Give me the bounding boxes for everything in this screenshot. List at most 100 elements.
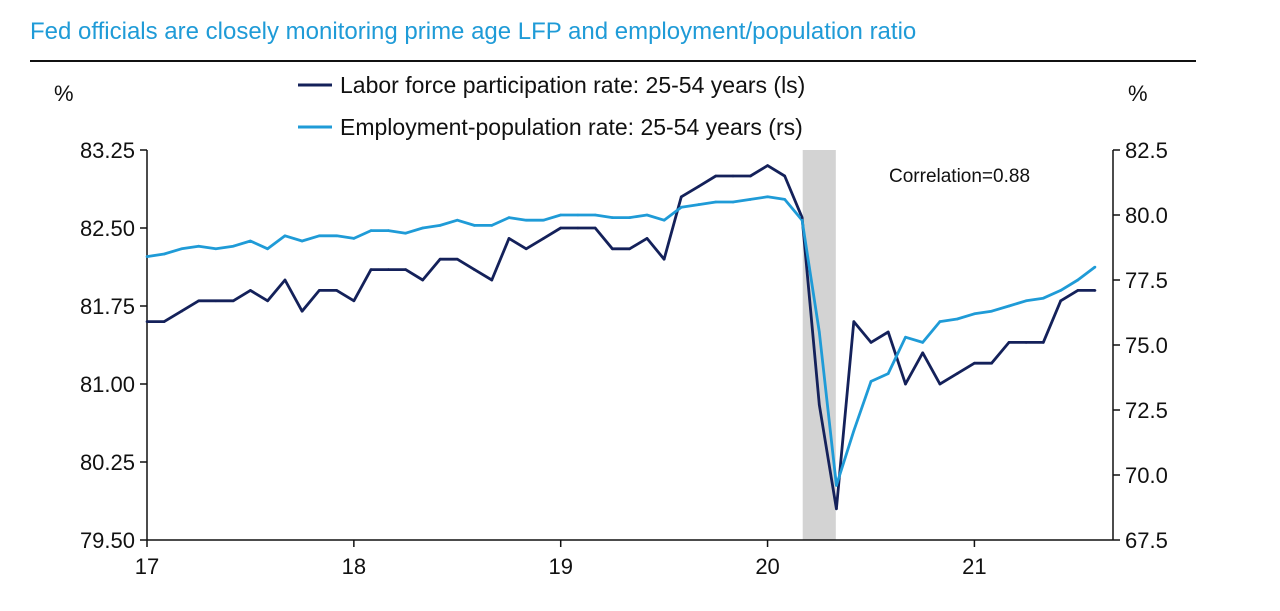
data-point-epop [904, 335, 907, 339]
data-point-lfp [749, 174, 752, 178]
data-point-lfp [1041, 341, 1045, 344]
data-point-lfp [507, 237, 511, 240]
left-tick-label: 80.25 [80, 450, 135, 475]
series-line-lfp [147, 164, 1095, 511]
x-tick-label: 17 [135, 554, 159, 579]
data-point-epop [283, 234, 287, 238]
data-point-epop [197, 244, 201, 248]
data-point-epop [369, 229, 373, 232]
data-point-epop [1093, 265, 1097, 269]
data-point-lfp [231, 299, 235, 303]
right-tick-label: 82.5 [1125, 138, 1168, 163]
data-point-epop [1007, 304, 1011, 308]
data-point-lfp [731, 174, 735, 178]
data-point-epop [662, 218, 666, 222]
x-tick-label: 21 [962, 554, 986, 579]
data-point-lfp [593, 226, 597, 230]
data-point-epop [1076, 278, 1080, 282]
data-point-lfp [438, 257, 442, 261]
data-point-epop [214, 247, 218, 251]
data-point-lfp [283, 278, 287, 282]
data-point-epop [559, 213, 563, 217]
data-point-lfp [266, 299, 269, 303]
right-unit-label: % [1128, 81, 1148, 106]
data-point-epop [1041, 296, 1045, 300]
data-point-lfp [180, 309, 183, 313]
data-point-epop [593, 213, 597, 217]
data-point-epop [1024, 299, 1028, 303]
data-point-lfp [197, 299, 201, 303]
right-tick-label: 70.0 [1125, 463, 1168, 488]
data-point-lfp [679, 195, 683, 199]
data-point-epop [352, 237, 356, 240]
right-tick-label: 77.5 [1125, 268, 1168, 293]
data-point-lfp [369, 268, 373, 271]
data-point-epop [697, 203, 700, 206]
data-point-epop [300, 239, 304, 243]
data-points [145, 164, 1097, 511]
data-point-epop [869, 380, 873, 383]
legend: Labor force participation rate: 25-54 ye… [298, 72, 805, 140]
data-point-lfp [1059, 299, 1062, 303]
data-point-lfp [524, 247, 528, 251]
data-point-epop [679, 205, 683, 209]
data-point-epop [524, 218, 528, 222]
data-point-epop [1059, 289, 1062, 292]
data-point-epop [455, 218, 459, 222]
data-point-lfp [404, 268, 407, 271]
data-point-lfp [817, 403, 821, 407]
data-point-epop [749, 198, 752, 201]
data-point-epop [421, 226, 425, 230]
data-point-lfp [455, 257, 459, 261]
data-point-epop [921, 341, 924, 344]
data-point-lfp [645, 237, 649, 240]
data-point-lfp [904, 382, 907, 386]
left-tick-label: 79.50 [80, 528, 135, 553]
correlation-annotation: Correlation=0.88 [889, 166, 1030, 187]
data-point-lfp [800, 216, 804, 219]
data-point-epop [817, 330, 821, 334]
data-point-lfp [662, 257, 666, 261]
right-tick-label: 75.0 [1125, 333, 1168, 358]
data-point-epop [266, 247, 269, 251]
left-tick-label: 83.25 [80, 138, 135, 163]
data-point-epop [542, 218, 545, 222]
right-tick-label: 67.5 [1125, 528, 1168, 553]
right-axis-ticks: 67.5 70.0 72.5 75.0 77.5 80.0 82.5 [1113, 138, 1168, 553]
right-tick-label: 80.0 [1125, 203, 1168, 228]
data-point-epop [438, 224, 442, 227]
data-point-epop [387, 229, 390, 232]
data-point-lfp [955, 372, 959, 375]
left-unit-label: % [54, 81, 74, 106]
data-point-lfp [973, 361, 976, 365]
left-tick-label: 82.50 [80, 216, 135, 241]
data-point-lfp [473, 268, 476, 271]
data-point-epop [714, 200, 718, 204]
data-point-epop [335, 234, 338, 238]
data-point-lfp [1093, 289, 1097, 292]
series-line-epop [146, 195, 1096, 487]
data-point-epop [490, 224, 494, 227]
data-point-lfp [490, 278, 494, 282]
title-rule [30, 60, 1196, 62]
data-point-epop [938, 320, 942, 323]
legend-label-epop: Employment-population rate: 25-54 years … [340, 114, 803, 140]
data-point-lfp [921, 351, 924, 355]
left-axis-ticks: 79.50 80.25 81.00 81.75 82.50 83.25 [80, 138, 147, 553]
data-point-lfp [611, 247, 614, 251]
x-axis-ticks: 17 18 19 20 21 [135, 540, 987, 579]
legend-label-lfp: Labor force participation rate: 25-54 ye… [340, 72, 805, 98]
data-point-lfp [1007, 341, 1011, 344]
data-point-lfp [835, 507, 838, 511]
data-point-lfp [886, 330, 890, 334]
data-point-lfp [421, 278, 425, 282]
data-point-epop [835, 484, 838, 487]
data-point-epop [852, 429, 856, 433]
data-point-lfp [162, 320, 166, 323]
data-point-epop [611, 216, 614, 219]
data-point-epop [180, 247, 183, 251]
left-tick-label: 81.75 [80, 294, 135, 319]
data-point-lfp [335, 289, 338, 292]
data-point-lfp [990, 361, 993, 365]
